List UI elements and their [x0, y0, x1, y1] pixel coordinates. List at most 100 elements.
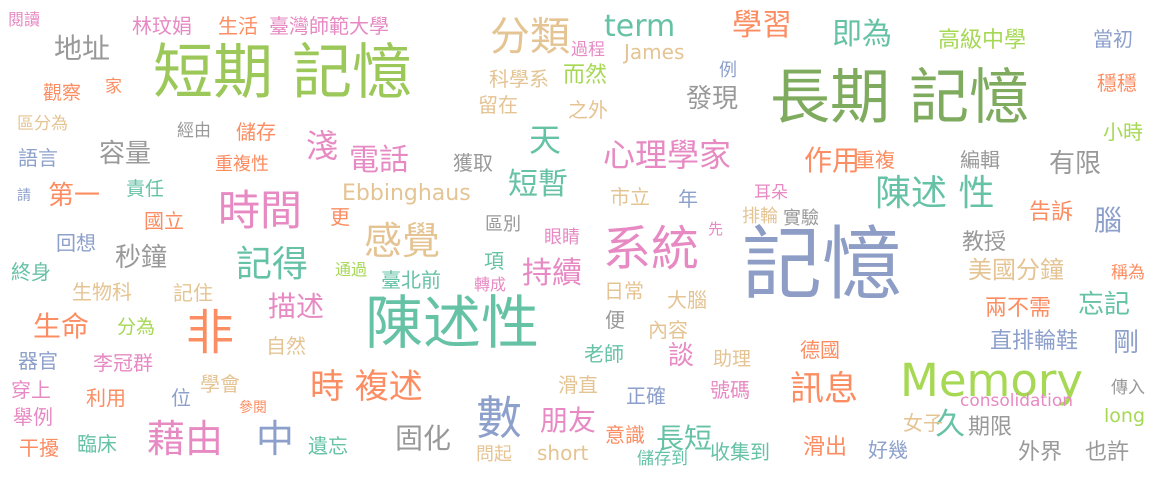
word: 科學系	[489, 67, 549, 91]
word: long	[1104, 405, 1146, 427]
word: 系統	[603, 221, 700, 277]
word: 問起	[476, 444, 512, 465]
word: 陳述性	[365, 289, 540, 357]
word: 發現	[686, 84, 739, 114]
word: 直排輪鞋	[990, 329, 1079, 354]
word: 而然	[563, 63, 608, 88]
word: 短暫	[508, 167, 568, 202]
word: 實驗	[783, 208, 819, 229]
word: 語言	[18, 146, 58, 170]
word: 期限	[968, 415, 1013, 440]
word: 美國分鐘	[968, 256, 1064, 284]
word: 過程	[571, 40, 605, 60]
word: 區分為	[17, 114, 68, 134]
word: consolidation	[960, 391, 1073, 411]
word: 林玟娟	[132, 14, 192, 38]
word: 干擾	[19, 436, 59, 460]
word: 朋友	[540, 404, 597, 437]
word: 自然	[266, 334, 306, 358]
word: 教授	[962, 230, 1007, 255]
word: 家	[105, 77, 122, 97]
word: 腦	[1094, 204, 1123, 237]
word: 好幾	[868, 438, 908, 462]
word: 久	[935, 407, 965, 442]
word: 非	[186, 305, 235, 361]
word: 感覺	[364, 219, 441, 263]
word: 長期 記憶	[770, 63, 1030, 133]
word: 臨床	[77, 432, 117, 456]
word: 轉成	[474, 275, 507, 294]
word: 例	[719, 60, 737, 81]
word: 女子	[903, 411, 943, 435]
word: 時 複述	[310, 367, 423, 407]
word: 忘記	[1078, 290, 1131, 320]
word: 陳述 性	[875, 173, 995, 214]
word: Memory	[900, 354, 1084, 407]
word: 李冠群	[93, 351, 153, 375]
word: 先	[708, 220, 724, 238]
word: 分類	[490, 14, 570, 60]
word: 學會	[200, 372, 240, 396]
word: 長短	[656, 422, 713, 455]
word: 時間	[218, 186, 303, 235]
word: 更	[330, 205, 350, 229]
word: 參閱	[239, 400, 267, 416]
word: 生物科	[72, 280, 132, 304]
word: 作用	[804, 144, 861, 177]
word: 德國	[800, 338, 840, 362]
word: James	[624, 40, 685, 64]
word: 之外	[568, 98, 608, 122]
word: 短期 記憶	[153, 38, 413, 108]
word: short	[537, 441, 589, 465]
word: 市立	[610, 185, 650, 209]
word: 有限	[1049, 149, 1102, 179]
word: 意識	[605, 423, 645, 447]
word: 傳入	[1111, 378, 1145, 398]
word: 助理	[713, 348, 752, 370]
word: 臺灣師範大學	[269, 14, 389, 38]
word: 第一	[48, 181, 101, 211]
word: 臺北前	[381, 268, 441, 292]
word: 滑直	[558, 373, 598, 397]
word: 秒鐘	[115, 243, 168, 273]
word: 地址	[54, 32, 111, 65]
word: 穿上	[11, 378, 51, 402]
word: 心理學家	[603, 136, 732, 174]
word: 通過	[335, 260, 368, 279]
word: 小時	[1103, 120, 1143, 144]
word: term	[604, 9, 676, 44]
word: 號碼	[710, 378, 750, 402]
word: 生命	[33, 310, 90, 343]
word: 區別	[485, 214, 521, 235]
word: 閱讀	[8, 10, 41, 29]
word: Ebbinghaus	[342, 181, 471, 206]
word: 藉由	[147, 417, 224, 461]
word: 即為	[832, 17, 892, 52]
word: 中	[256, 417, 295, 461]
word: 訊息	[790, 369, 858, 409]
word: 淺	[306, 127, 339, 165]
word: 內容	[648, 318, 688, 342]
word: 便	[605, 308, 625, 332]
word: 眼睛	[544, 227, 580, 248]
word: 記住	[173, 281, 213, 305]
word: 分為	[117, 316, 156, 338]
word: 記憶	[742, 218, 902, 311]
word: 生活	[218, 14, 258, 38]
word: 利用	[86, 386, 126, 410]
word: 高級中學	[938, 28, 1027, 53]
word: 儲存	[236, 120, 276, 144]
word: 正確	[626, 384, 666, 408]
word: 滑出	[803, 435, 848, 460]
word: 容量	[99, 139, 152, 169]
word: 遺忘	[308, 434, 348, 458]
word: 儲存到	[637, 449, 688, 469]
word: 持續	[522, 256, 582, 291]
word: 責任	[126, 178, 165, 200]
word: 獲取	[453, 151, 493, 175]
word: 記得	[236, 244, 309, 285]
word: 舉例	[13, 405, 53, 429]
word: 留在	[478, 93, 518, 117]
word: 經由	[177, 121, 211, 141]
